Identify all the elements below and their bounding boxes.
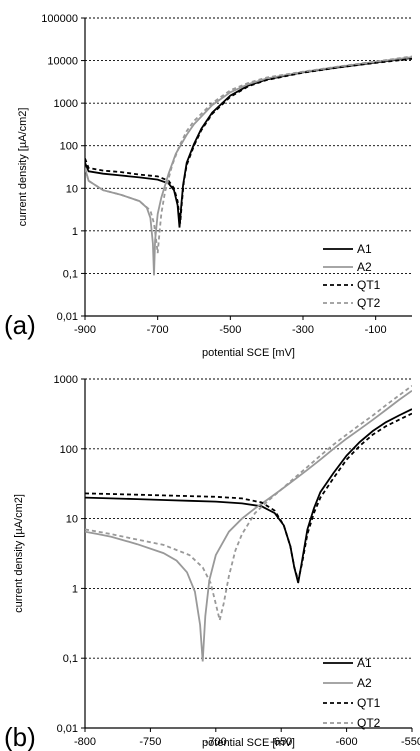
x-tick-label: -650 xyxy=(270,736,292,748)
y-tick-label: 100 xyxy=(60,444,78,456)
x-tick-label: -500 xyxy=(219,324,241,336)
y-tick-label: 10 xyxy=(66,514,78,526)
y-tick-label: 0,01 xyxy=(57,311,78,323)
x-tick-label: -700 xyxy=(205,736,227,748)
legend-label: A1 xyxy=(357,242,372,256)
y-tick-label: 0,01 xyxy=(57,723,78,735)
legend-label: QT1 xyxy=(357,278,381,292)
x-axis-label: potential SCE [mV] xyxy=(202,737,295,749)
legend-label: A2 xyxy=(357,676,372,690)
x-tick-label: -550 xyxy=(401,736,420,748)
chart-panel-2: 1000 100 10 1 0,1 0,01-800 -750 -700 -650 -600 -55… xyxy=(4,374,420,751)
series-line-a1 xyxy=(85,408,412,584)
x-tick-label: -900 xyxy=(74,324,96,336)
series-line-qt1 xyxy=(85,412,412,584)
x-tick-label: -750 xyxy=(139,736,161,748)
legend-label: QT1 xyxy=(357,696,381,710)
series-line-qt1 xyxy=(85,57,412,224)
y-tick-label: 100 xyxy=(60,141,78,153)
y-tick-label: 10000 xyxy=(47,56,78,68)
panel-label: (a) xyxy=(4,310,36,340)
y-tick-label: 0,1 xyxy=(63,653,78,665)
chart-panel-1: 100000 10000 1000 100 10 1 0,1 0,01-900 -700 -500… xyxy=(4,13,412,359)
y-axis-label: current density [µA/cm2] xyxy=(17,108,29,227)
series-line-qt2 xyxy=(85,385,412,621)
legend-label: A2 xyxy=(357,260,372,274)
x-tick-label: -100 xyxy=(365,324,387,336)
series-line-a2 xyxy=(85,389,412,662)
panel-label: (b) xyxy=(4,722,36,751)
y-axis-label: current density [µA/cm2] xyxy=(13,494,25,613)
y-tick-label: 1 xyxy=(72,226,78,238)
y-tick-label: 0,1 xyxy=(63,268,78,280)
x-tick-label: -600 xyxy=(336,736,358,748)
y-tick-label: 1000 xyxy=(54,98,78,110)
x-tick-label: -300 xyxy=(292,324,314,336)
x-tick-label: -700 xyxy=(147,324,169,336)
x-axis-label: potential SCE [mV] xyxy=(202,347,295,359)
legend-label: QT2 xyxy=(357,296,381,310)
series-line-qt2 xyxy=(85,55,412,254)
legend-label: QT2 xyxy=(357,716,381,730)
y-tick-label: 10 xyxy=(66,183,78,195)
y-tick-label: 1 xyxy=(72,583,78,595)
y-tick-label: 100000 xyxy=(41,13,78,25)
legend-label: A1 xyxy=(357,656,372,670)
y-tick-label: 1000 xyxy=(54,374,78,386)
x-tick-label: -800 xyxy=(74,736,96,748)
